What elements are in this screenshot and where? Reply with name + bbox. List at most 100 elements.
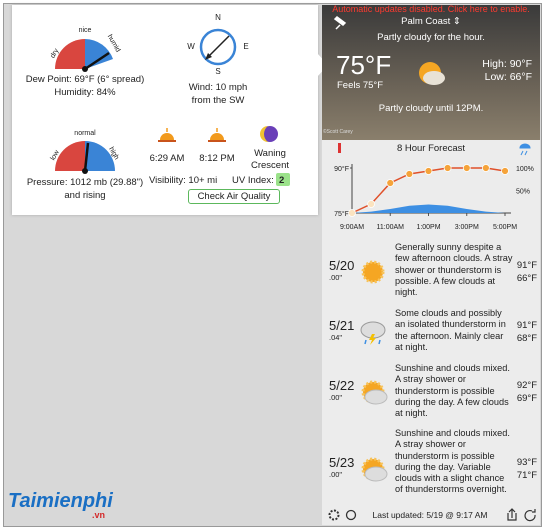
visibility: Visibility: 10+ mi bbox=[149, 175, 218, 186]
day-high: 91°F bbox=[516, 260, 537, 271]
sunset-icon bbox=[208, 128, 226, 142]
footer-icons bbox=[328, 508, 536, 522]
feels-like: Feels 75°F bbox=[337, 80, 384, 91]
moon-phase: Waning bbox=[254, 148, 286, 159]
bolt bbox=[369, 334, 376, 345]
compass-s: S bbox=[215, 67, 221, 76]
location[interactable]: Palm Coast ⇕ bbox=[401, 16, 461, 27]
details-popover bbox=[12, 5, 318, 215]
compass-e: E bbox=[243, 42, 249, 51]
compass-w: W bbox=[187, 42, 195, 51]
day-high: 92°F bbox=[516, 380, 537, 391]
refresh-icon[interactable] bbox=[524, 509, 536, 522]
low: Low: 66°F bbox=[484, 71, 532, 83]
last-updated: Last updated: 5/19 @ 9:17 AM bbox=[372, 510, 488, 520]
sun bbox=[361, 260, 385, 284]
temp-point bbox=[424, 167, 433, 175]
day-icon bbox=[361, 457, 388, 482]
compass-n: N bbox=[215, 13, 221, 22]
partly-cloudy-icon bbox=[419, 62, 445, 85]
precip-area bbox=[352, 204, 505, 213]
day-text: Sunshine and clouds mixed. A stray showe… bbox=[395, 428, 510, 495]
settings-icon[interactable] bbox=[328, 509, 340, 521]
uv-value: 2 bbox=[279, 175, 285, 186]
x-tick-label: 3:00PM bbox=[455, 224, 479, 231]
temp-point bbox=[481, 164, 490, 172]
location-icon bbox=[333, 16, 347, 30]
uv-label: UV Index: bbox=[232, 175, 274, 186]
humidity: Humidity: 84% bbox=[54, 87, 116, 98]
outlook: Partly cloudy until 12PM. bbox=[378, 103, 484, 114]
temp-point bbox=[348, 209, 356, 217]
history-icon[interactable] bbox=[345, 509, 357, 521]
day-low: 69°F bbox=[516, 393, 537, 404]
share-icon[interactable] bbox=[507, 508, 517, 521]
thermometer-icon bbox=[338, 143, 341, 153]
moon-phase: Crescent bbox=[250, 160, 290, 171]
photo-credit: ©Scott Carey bbox=[323, 129, 353, 135]
temp-point bbox=[405, 170, 414, 178]
x-tick-label: 11:00AM bbox=[377, 224, 405, 231]
y-tick-label: 90°F bbox=[334, 165, 349, 173]
wind-direction: from the SW bbox=[191, 95, 245, 106]
hourly-chart: 8 Hour Forecast 90°F 75°F 100% 50% 9:00AM 11:… bbox=[334, 143, 534, 231]
chart-title: 8 Hour Forecast bbox=[397, 143, 465, 154]
update-banner[interactable]: Automatic updates disabled. Click here t… bbox=[332, 4, 530, 14]
humidity-gauge bbox=[55, 39, 113, 72]
pressure: Pressure: 1012 mb (29.88") bbox=[26, 177, 144, 188]
y2-tick-label: 50% bbox=[516, 189, 530, 196]
day-text: Sunshine and clouds mixed. A stray showe… bbox=[395, 363, 510, 419]
cloud bbox=[364, 466, 388, 482]
day-high: 93°F bbox=[516, 457, 537, 468]
popover-graphics bbox=[55, 28, 328, 186]
day-icon bbox=[361, 260, 385, 284]
day-date: 5/21 bbox=[329, 318, 355, 333]
gauge-label: normal bbox=[74, 130, 96, 137]
temp-point bbox=[462, 164, 471, 172]
day-low: 68°F bbox=[516, 333, 537, 344]
temp-point bbox=[501, 167, 509, 175]
sunset-time: 8:12 PM bbox=[199, 153, 235, 164]
high: High: 90°F bbox=[482, 58, 532, 70]
uv-badge bbox=[276, 173, 290, 186]
temp-point bbox=[443, 164, 452, 172]
pressure-trend: and rising bbox=[64, 190, 106, 201]
day-precip: .00" bbox=[329, 470, 343, 479]
hour-summary: Partly cloudy for the hour. bbox=[377, 32, 485, 43]
air-quality-button[interactable]: Check Air Quality bbox=[188, 189, 280, 204]
day-text: Some clouds and possibly an isolated thu… bbox=[395, 308, 506, 352]
watermark-tld: .vn bbox=[92, 510, 106, 520]
temp-point bbox=[386, 179, 395, 187]
rain bbox=[364, 339, 381, 345]
rain-icon bbox=[519, 143, 531, 156]
sunrise-time: 6:29 AM bbox=[149, 153, 185, 164]
dew-point: Dew Point: 69°F (6° spread) bbox=[25, 74, 145, 85]
cloud bbox=[364, 389, 388, 405]
day-high: 91°F bbox=[516, 320, 537, 331]
current-icons bbox=[333, 16, 445, 85]
day-precip: .00" bbox=[329, 273, 343, 282]
x-tick-label: 1:00PM bbox=[416, 224, 440, 231]
watermark: Taimienphi bbox=[8, 490, 113, 512]
moon-icon bbox=[260, 126, 278, 142]
y-tick-label: 75°F bbox=[334, 210, 349, 218]
temp-point bbox=[367, 200, 376, 208]
y2-tick-label: 100% bbox=[516, 166, 534, 173]
current-temp: 75°F bbox=[336, 50, 392, 80]
compass bbox=[199, 28, 237, 66]
day-date: 5/20 bbox=[329, 258, 355, 273]
day-precip: .04" bbox=[329, 333, 343, 342]
day-low: 71°F bbox=[516, 470, 537, 481]
day-precip: .00" bbox=[329, 393, 343, 402]
day-date: 5/23 bbox=[329, 455, 355, 470]
gauge-label: nice bbox=[78, 27, 92, 34]
sunrise-icon bbox=[158, 128, 176, 142]
day-date: 5/22 bbox=[329, 378, 355, 393]
day-icon bbox=[361, 380, 388, 405]
pressure-gauge bbox=[55, 141, 115, 174]
x-tick-label: 5:00PM bbox=[493, 224, 517, 231]
x-tick-label: 9:00AM bbox=[340, 224, 364, 231]
day-text: Generally sunny despite a few afternoon … bbox=[395, 242, 513, 298]
day-low: 66°F bbox=[516, 273, 537, 284]
